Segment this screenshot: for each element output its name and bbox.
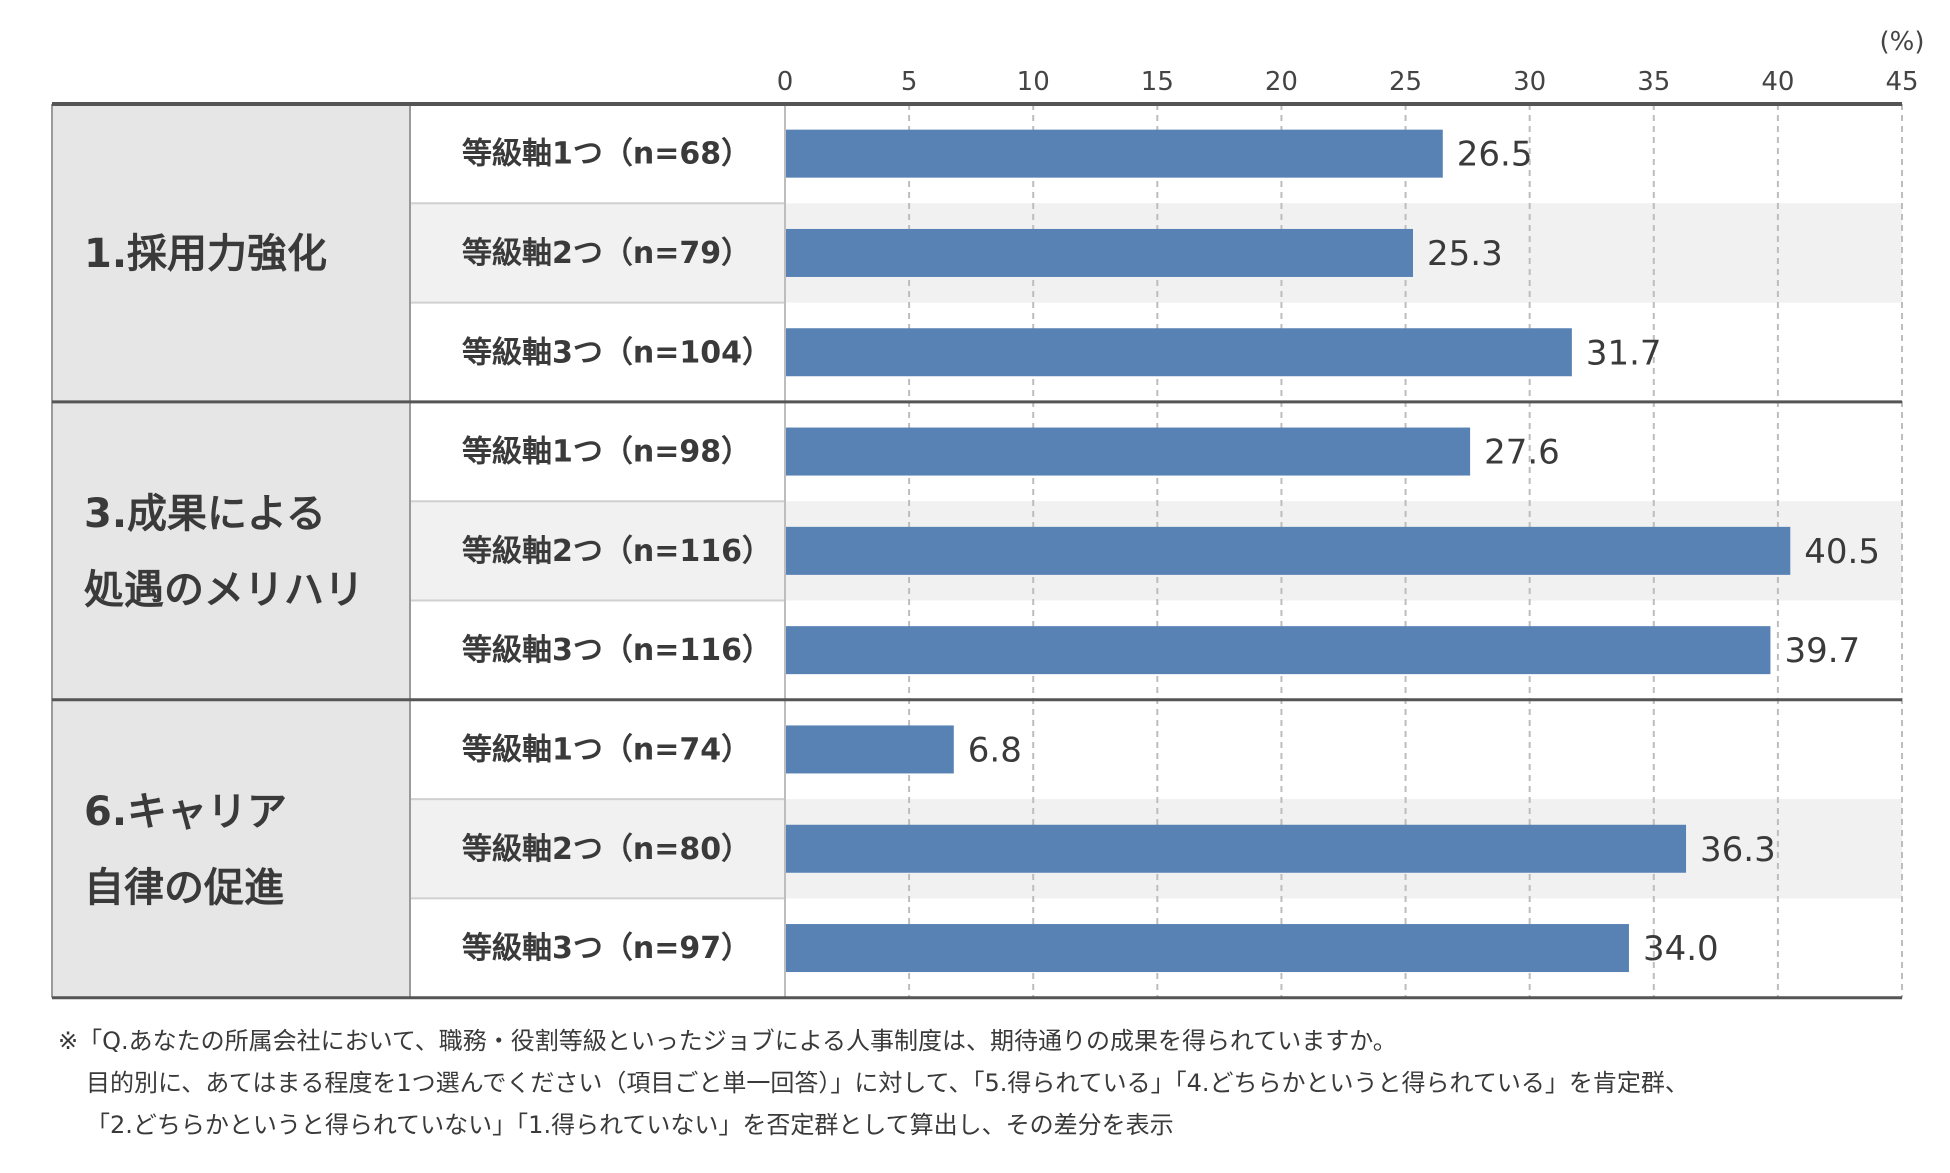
group-label: 処遇のメリハリ	[84, 567, 364, 613]
group-label: 6.キャリア	[84, 789, 287, 835]
unit-label: (%)	[1880, 27, 1925, 57]
row-label: 等級軸2つ（n=79）	[462, 236, 751, 271]
row-label: 等級軸2つ（n=80）	[462, 832, 751, 867]
row-label: 等級軸3つ（n=116）	[462, 633, 772, 668]
bar	[786, 328, 1572, 377]
bar	[786, 228, 1414, 277]
bar	[786, 725, 954, 774]
group-label: 1.採用力強化	[84, 231, 327, 277]
bar-chart: 26.5 等級軸1つ（n=68） 25.3 等級軸2つ（n=79） 31.7 等級軸3つ（…	[51, 27, 1925, 1000]
bar	[786, 824, 1687, 873]
bar	[786, 924, 1629, 973]
row-label: 等級軸2つ（n=116）	[462, 534, 772, 569]
tick-label: 30	[1513, 67, 1546, 97]
row-label: 等級軸1つ（n=68）	[462, 137, 751, 172]
tick-label: 25	[1389, 67, 1422, 97]
tick-label: 5	[901, 67, 918, 97]
data-label: 25.3	[1427, 234, 1503, 274]
data-label: 27.6	[1484, 433, 1560, 473]
bar	[786, 427, 1471, 476]
data-label: 31.7	[1586, 333, 1662, 373]
tick-label: 35	[1637, 67, 1670, 97]
footnote: ※「Q.あなたの所属会社において、職務・役割等級といったジョブによる人事制度は、…	[58, 1020, 1918, 1146]
group-label: 自律の促進	[84, 865, 284, 911]
group-label-column	[52, 104, 410, 998]
group-label: 3.成果による	[84, 491, 326, 537]
data-label: 39.7	[1784, 631, 1860, 671]
data-label: 26.5	[1457, 135, 1533, 175]
tick-label: 20	[1265, 67, 1298, 97]
footnote-line-2: 目的別に、あてはまる程度を1つ選んでください（項目ごと単一回答）」に対して、「5…	[86, 1069, 1689, 1097]
data-label: 36.3	[1700, 830, 1776, 870]
tick-label: 45	[1885, 67, 1918, 97]
row-label: 等級軸1つ（n=74）	[462, 732, 751, 767]
footnote-line-3: 「2.どちらかというと得られていない」「1.得られていない」を否定群として算出し…	[86, 1111, 1174, 1139]
footnote-line-1: ※「Q.あなたの所属会社において、職務・役割等級といったジョブによる人事制度は、…	[58, 1027, 1397, 1055]
tick-label: 40	[1761, 67, 1794, 97]
row-label: 等級軸1つ（n=98）	[462, 435, 751, 470]
bar	[786, 626, 1771, 675]
tick-label: 10	[1017, 67, 1050, 97]
row-label: 等級軸3つ（n=97）	[462, 931, 751, 966]
bar	[786, 526, 1791, 575]
tick-label: 0	[777, 67, 794, 97]
data-label: 34.0	[1643, 929, 1719, 969]
data-label: 6.8	[968, 730, 1022, 770]
data-label: 40.5	[1804, 532, 1880, 572]
tick-label: 15	[1141, 67, 1174, 97]
row-label: 等級軸3つ（n=104）	[462, 335, 772, 370]
bar	[786, 129, 1443, 178]
